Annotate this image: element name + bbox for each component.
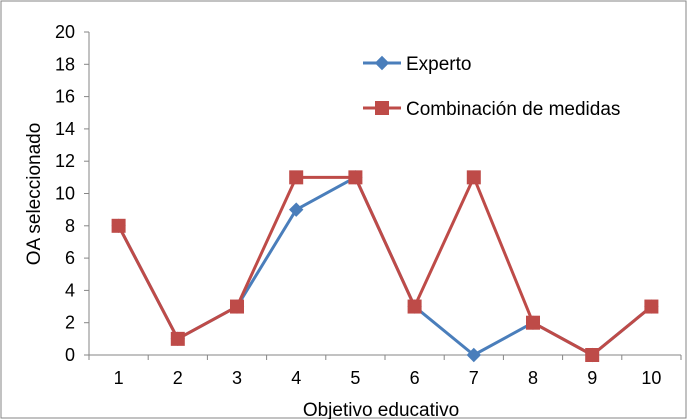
- data-point: [526, 315, 540, 330]
- y-tick-label: 18: [55, 54, 75, 74]
- data-point: [407, 299, 422, 314]
- legend-marker: [374, 55, 390, 71]
- data-point: [288, 202, 304, 217]
- series-line: [117, 175, 653, 357]
- legend-label: Experto: [406, 54, 471, 75]
- x-tick-label: 6: [410, 368, 420, 388]
- y-axis-title: OA seleccionado: [24, 123, 45, 266]
- x-tick-label: 8: [528, 368, 538, 388]
- data-point: [585, 348, 600, 362]
- y-tick-label: 20: [55, 22, 75, 42]
- series-1: [111, 170, 659, 362]
- data-point: [111, 218, 126, 233]
- y-tick-label: 10: [55, 184, 75, 204]
- x-tick-label: 1: [114, 368, 124, 388]
- legend-item: Combinación de medidas: [363, 99, 620, 120]
- data-point: [466, 170, 481, 185]
- y-tick-label: 8: [65, 216, 75, 236]
- data-point: [466, 347, 482, 363]
- x-tick-label: 5: [350, 368, 360, 388]
- legend-marker: [375, 101, 389, 115]
- x-tick-label: 7: [469, 368, 479, 388]
- y-tick-label: 0: [65, 345, 75, 365]
- data-point: [170, 331, 185, 346]
- data-point: [289, 170, 304, 185]
- y-tick-label: 16: [55, 87, 75, 107]
- data-point: [644, 299, 659, 314]
- x-tick-label: 9: [587, 368, 597, 388]
- y-tick-label: 12: [55, 151, 75, 171]
- x-tick-label: 2: [173, 368, 183, 388]
- data-point: [348, 170, 363, 185]
- x-axis-title: Objetivo educativo: [303, 400, 459, 419]
- data-point: [230, 299, 244, 314]
- x-tick-label: 4: [291, 368, 301, 388]
- legend-label: Combinación de medidas: [406, 99, 620, 120]
- y-tick-label: 2: [65, 313, 75, 333]
- y-tick-label: 14: [55, 119, 75, 139]
- legend: Experto Combinación de medidas: [363, 54, 620, 120]
- legend-item: Experto: [363, 54, 471, 75]
- y-tick-label: 6: [65, 248, 75, 268]
- x-tick-label: 3: [232, 368, 242, 388]
- y-tick-label: 4: [65, 280, 75, 300]
- x-tick-label: 10: [641, 368, 661, 388]
